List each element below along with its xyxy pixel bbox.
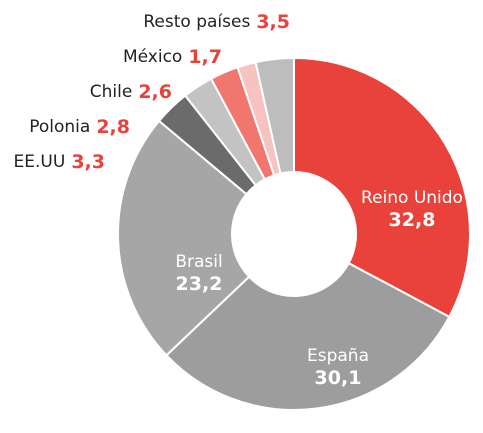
data-label: Brasil 23,2	[175, 252, 222, 295]
label-value: 2,6	[138, 81, 172, 103]
label-value: 1,7	[188, 46, 222, 68]
label-name: Reino Unido	[361, 188, 463, 208]
wedge	[254, 56, 295, 175]
label-value: 32,8	[389, 209, 436, 231]
label-value: 23,2	[176, 273, 223, 295]
data-label: Chile 2,6	[90, 81, 172, 103]
label-name: Chile	[90, 82, 133, 102]
label-value: 3,5	[256, 11, 290, 33]
label-name: México	[123, 47, 182, 67]
label-name: Resto países	[143, 12, 250, 32]
data-label: EE.UU 3,3	[14, 151, 105, 173]
data-label: México 1,7	[123, 46, 222, 68]
data-label: Polonia 2,8	[29, 116, 130, 138]
label-name: Brasil	[175, 252, 222, 272]
data-label: Reino Unido 32,8	[361, 188, 463, 231]
data-label: España 30,1	[307, 346, 369, 389]
data-label: Resto países 3,5	[143, 11, 290, 33]
wedge	[293, 56, 471, 319]
label-value: 3,3	[71, 151, 105, 173]
wedge	[117, 119, 251, 357]
label-name: Polonia	[29, 117, 90, 137]
label-value: 2,8	[96, 116, 130, 138]
label-name: EE.UU	[14, 152, 66, 172]
label-value: 30,1	[315, 367, 362, 389]
label-name: España	[307, 346, 369, 366]
wedge	[165, 261, 451, 411]
